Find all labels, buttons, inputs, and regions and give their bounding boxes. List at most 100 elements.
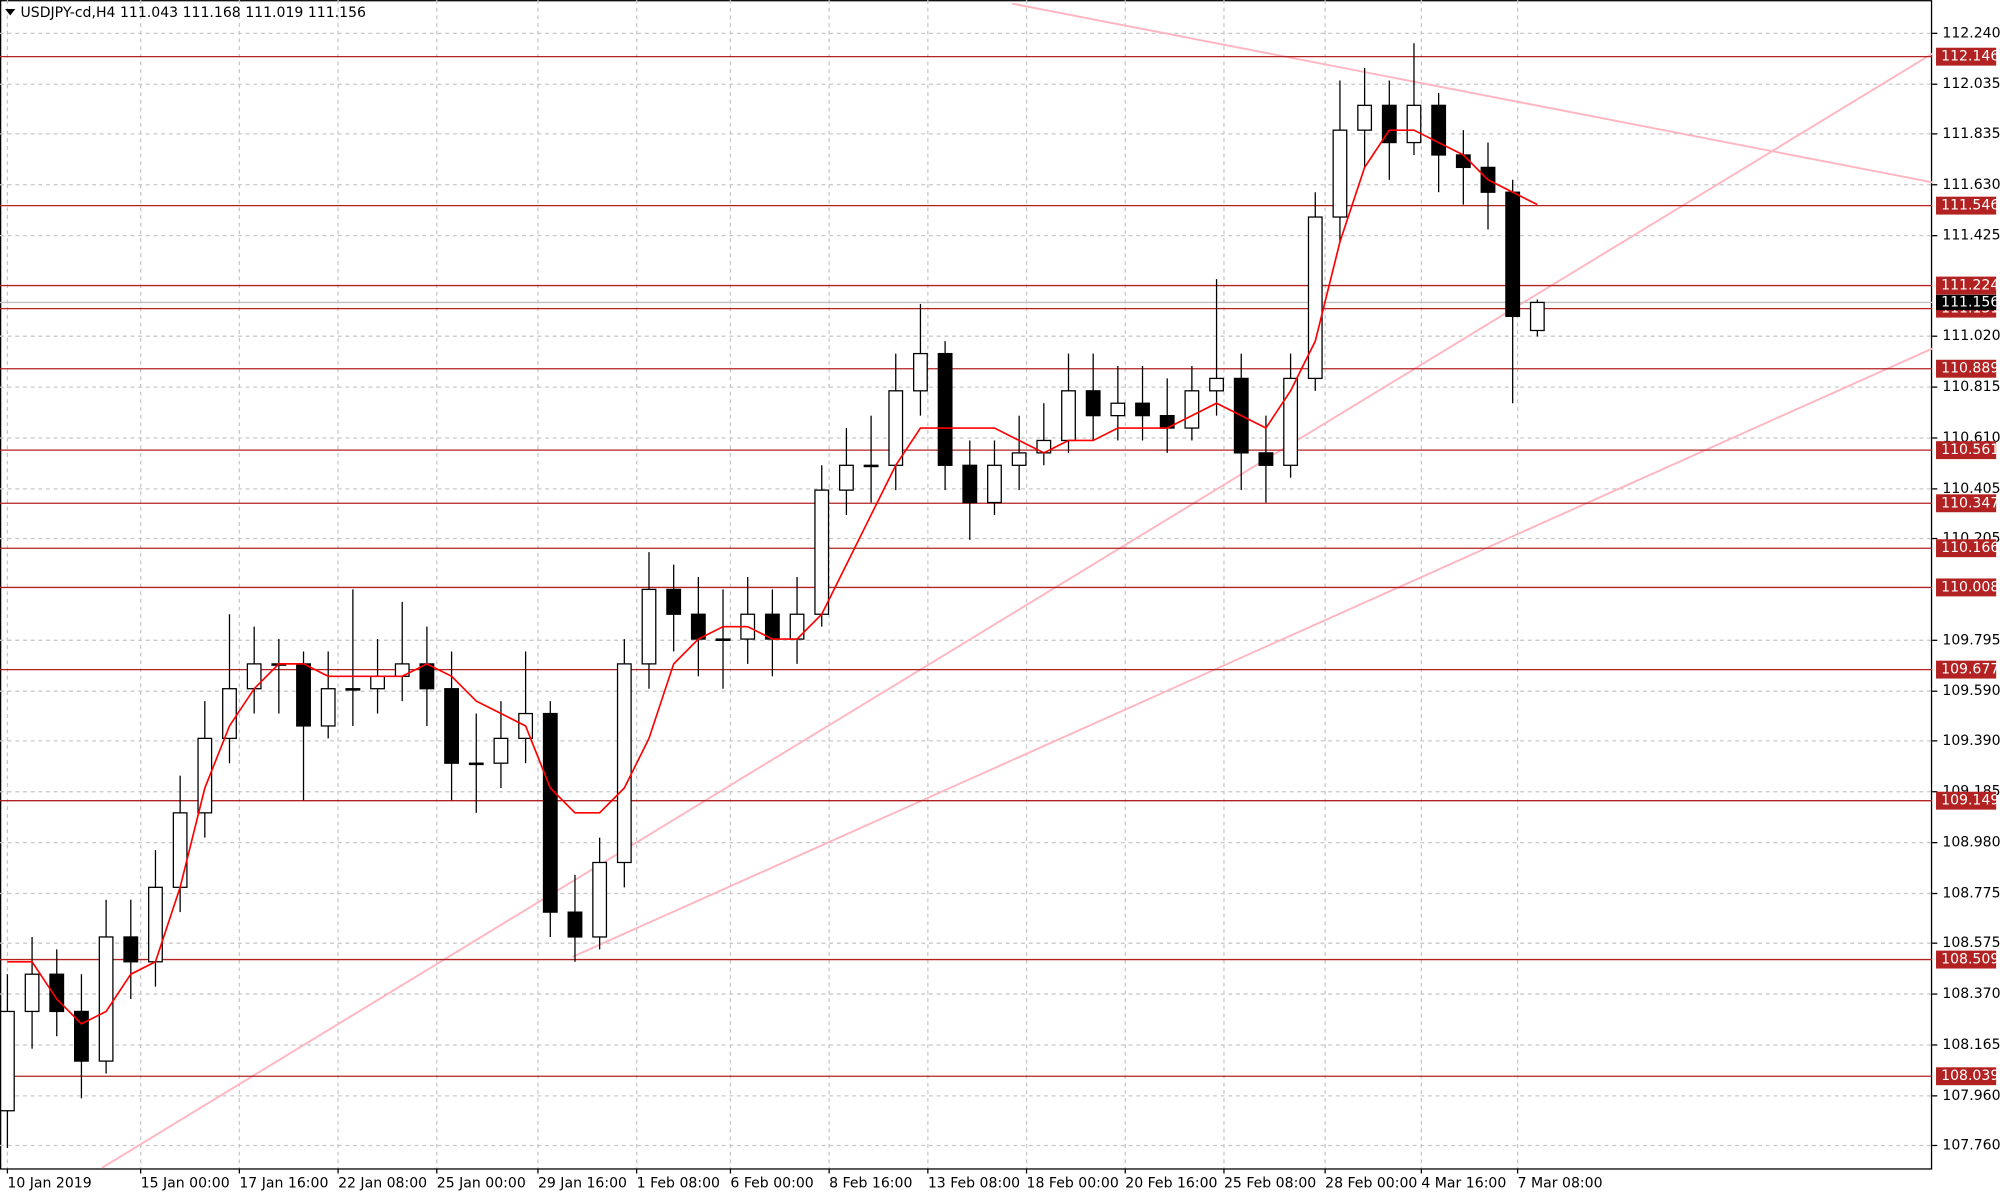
candle-body xyxy=(542,712,558,913)
candle-body xyxy=(1209,377,1224,392)
candle-body xyxy=(863,464,879,468)
candle-body xyxy=(592,861,608,938)
candle-body xyxy=(1085,390,1101,417)
trendline xyxy=(101,52,1933,1169)
candle-body xyxy=(987,464,1002,504)
level-label: 110.889 xyxy=(1941,361,1999,377)
x-tick-label: 6 Feb 00:00 xyxy=(730,1176,813,1192)
x-tick-label: 13 Feb 08:00 xyxy=(928,1176,1020,1192)
y-tick-label: 108.980 xyxy=(1942,835,2000,851)
candle-body xyxy=(1455,154,1471,169)
level-label: 109.677 xyxy=(1941,662,1999,678)
candle-body xyxy=(493,737,509,764)
level-label: 111.546 xyxy=(1941,198,1999,214)
candle-body xyxy=(937,352,953,466)
x-tick-label: 15 Jan 00:00 xyxy=(141,1176,230,1192)
candle-body xyxy=(1381,104,1397,144)
candle-body xyxy=(1110,402,1126,417)
y-tick-label: 109.590 xyxy=(1942,683,2000,699)
y-tick-label: 107.960 xyxy=(1942,1088,2000,1104)
x-tick-label: 1 Feb 08:00 xyxy=(637,1176,720,1192)
candle-body xyxy=(1307,216,1323,380)
candle-body xyxy=(1011,452,1027,466)
x-tick-label: 25 Jan 00:00 xyxy=(437,1176,526,1192)
menu-arrow[interactable] xyxy=(5,9,16,16)
candle-body xyxy=(74,1010,89,1062)
candle-body xyxy=(962,464,978,504)
x-tick-label: 20 Feb 16:00 xyxy=(1125,1176,1217,1192)
candle-body xyxy=(197,737,213,814)
level-label-box xyxy=(1936,578,1997,597)
candle-body xyxy=(1061,390,1076,442)
level-label-box xyxy=(1936,494,1997,513)
candle-body xyxy=(838,464,854,491)
candle-body xyxy=(690,613,706,640)
level-label: 110.347 xyxy=(1941,495,1999,511)
candle-body xyxy=(715,638,731,641)
level-label-box xyxy=(1936,47,1997,66)
level-label-box xyxy=(1936,276,1997,295)
y-tick-label: 107.760 xyxy=(1942,1137,2000,1153)
level-label: 108.039 xyxy=(1941,1068,1999,1084)
candle-body xyxy=(419,663,435,690)
chart-title: USDJPY-cd,H4 111.043 111.168 111.019 111… xyxy=(20,5,366,21)
candle-body xyxy=(148,886,163,963)
y-tick-label: 112.035 xyxy=(1942,76,2000,92)
candle-body xyxy=(1431,104,1447,156)
candle-body xyxy=(0,1010,15,1112)
level-label-box xyxy=(1936,950,1997,969)
candle-body xyxy=(1357,104,1373,131)
candle-body xyxy=(1184,390,1200,429)
x-tick-label: 18 Feb 00:00 xyxy=(1027,1176,1119,1192)
x-tick-label: 4 Mar 16:00 xyxy=(1421,1176,1506,1192)
axes: 112.240 112.035 111.835 111.630 111.425 111.0… xyxy=(6,25,2000,1192)
level-label: 110.008 xyxy=(1941,579,1999,595)
level-label-box xyxy=(1936,359,1997,378)
level-label-box xyxy=(1936,791,1997,810)
candle-body xyxy=(764,613,780,640)
candle-body xyxy=(345,688,361,691)
y-tick-label: 108.370 xyxy=(1942,986,2000,1002)
candle-body xyxy=(468,762,484,766)
candle-body xyxy=(1135,402,1150,417)
y-tick-label: 111.630 xyxy=(1942,177,2000,193)
x-tick-label: 7 Mar 08:00 xyxy=(1518,1176,1603,1192)
y-tick-label: 110.815 xyxy=(1942,379,2000,395)
candle-body xyxy=(1332,129,1348,218)
ma-line xyxy=(7,129,1538,1025)
x-tick-label: 22 Jan 08:00 xyxy=(338,1176,427,1192)
level-label: 110.166 xyxy=(1941,540,1999,556)
level-label-box xyxy=(1936,660,1997,679)
y-tick-label: 111.425 xyxy=(1942,228,2000,244)
y-tick-label: 109.795 xyxy=(1942,632,2000,648)
candle-body xyxy=(172,812,188,888)
candle-body xyxy=(222,688,237,740)
candle-body xyxy=(1505,191,1521,317)
candle-body xyxy=(1529,301,1545,332)
candle-body xyxy=(616,663,632,864)
trendline xyxy=(1011,2,1933,184)
y-tick-label: 112.240 xyxy=(1942,25,2000,41)
level-label: 108.509 xyxy=(1941,952,1999,968)
level-label: 112.146 xyxy=(1941,49,1999,65)
level-label: 110.561 xyxy=(1941,442,1999,458)
levels xyxy=(0,56,1933,1077)
candle-body xyxy=(296,663,311,727)
x-tick-label: 25 Feb 08:00 xyxy=(1224,1176,1316,1192)
candle-body xyxy=(814,489,830,615)
y-tick-label: 110.405 xyxy=(1942,481,2000,497)
plot-frame xyxy=(0,0,1933,1170)
level-label-box xyxy=(1936,196,1997,215)
x-tick-label: 17 Jan 16:00 xyxy=(239,1176,328,1192)
candle-body xyxy=(567,911,583,938)
y-tick-label: 111.020 xyxy=(1942,328,2000,344)
y-tick-label: 109.390 xyxy=(1942,733,2000,749)
candle-body xyxy=(888,390,904,466)
bid-label: 111.156 xyxy=(1941,294,1999,310)
level-label-box xyxy=(1936,539,1997,558)
level-label: 111.224 xyxy=(1941,278,1999,294)
y-tick-label: 108.575 xyxy=(1942,935,2000,951)
x-tick-label: 8 Feb 16:00 xyxy=(829,1176,912,1192)
bid-label-box xyxy=(1936,294,1997,311)
